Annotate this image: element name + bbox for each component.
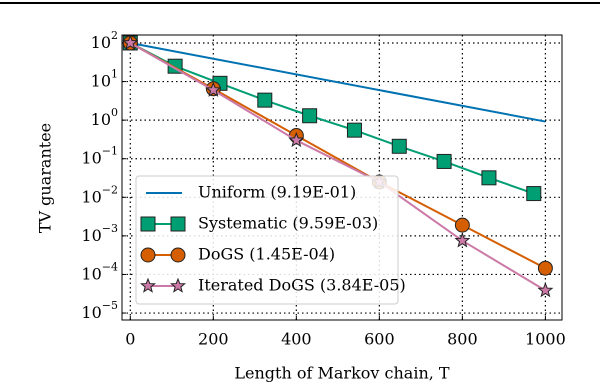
marker — [205, 81, 222, 97]
y-tick-label: 10−5 — [81, 299, 118, 322]
marker — [122, 34, 139, 50]
y-tick-label: 10−2 — [81, 183, 118, 206]
marker — [257, 92, 273, 108]
x-tick-label: 1000 — [525, 330, 566, 349]
y-tick-label: 10−3 — [81, 222, 118, 245]
marker — [302, 108, 318, 124]
marker — [436, 153, 452, 169]
legend-marker — [140, 216, 156, 232]
marker — [526, 186, 542, 202]
legend-box — [135, 175, 399, 305]
legend-label: DoGS (1.45E-04) — [198, 245, 335, 264]
y-axis-label: TV guarantee — [36, 123, 55, 233]
legend-marker — [170, 277, 186, 293]
marker — [454, 217, 470, 233]
series-line — [129, 42, 535, 195]
marker — [454, 232, 471, 248]
legend-marker — [140, 277, 156, 293]
legend: Uniform (9.19E-01) Systematic (9.59E-03) D… — [135, 175, 406, 305]
x-tick-label: 600 — [364, 330, 395, 349]
marker — [288, 131, 305, 148]
y-tick-label: 102 — [91, 29, 118, 52]
legend-label: Systematic (9.59E-03) — [198, 214, 378, 233]
legend-marker — [170, 247, 186, 263]
x-tick-label: 0 — [125, 330, 135, 349]
y-tick-label: 10−1 — [81, 145, 118, 168]
y-tick-label: 10−4 — [81, 260, 118, 283]
marker — [481, 170, 497, 186]
y-tick-label: 100 — [91, 106, 118, 129]
marker — [391, 138, 407, 154]
marker — [537, 282, 554, 298]
series-line — [130, 41, 546, 123]
legend-marker — [170, 216, 186, 232]
marker — [346, 122, 362, 138]
plot-frame — [121, 34, 563, 321]
marker — [537, 260, 553, 276]
legend-marker — [140, 247, 156, 263]
legend-label: Iterated DoGS (3.84E-05) — [198, 276, 406, 295]
legend-label: Uniform (9.19E-01) — [198, 183, 356, 202]
y-tick-label: 101 — [91, 68, 118, 91]
series-line — [129, 42, 546, 292]
x-axis-label: Length of Markov chain, T — [234, 364, 450, 383]
x-tick-label: 400 — [281, 330, 312, 349]
x-tick-label: 200 — [198, 330, 229, 349]
x-tick-label: 800 — [447, 330, 478, 349]
